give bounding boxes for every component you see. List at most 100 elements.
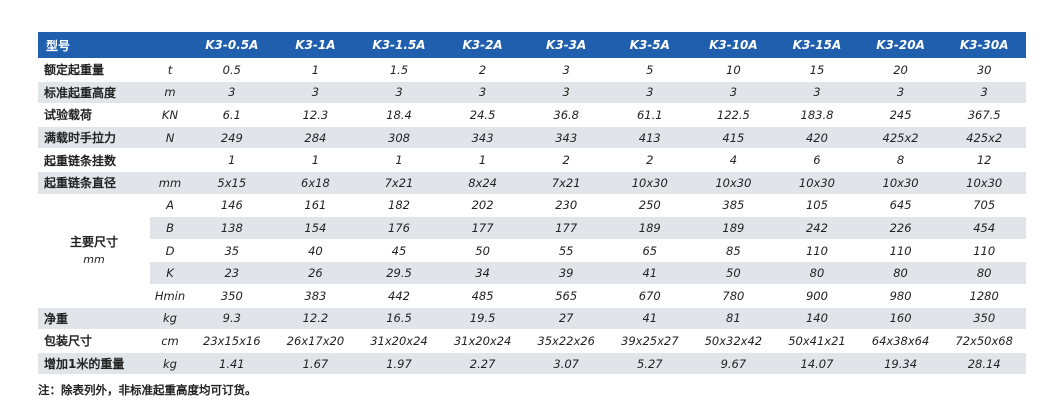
- table-cell: 284: [273, 126, 358, 150]
- table-cell: 226: [858, 216, 943, 240]
- table-cell: 41: [607, 307, 692, 331]
- table-cell: 7x21: [357, 171, 441, 195]
- table-cell: 122.5: [691, 103, 776, 127]
- table-cell: 1280: [942, 284, 1026, 308]
- table-cell: 6x18: [273, 171, 358, 195]
- table-cell: 34: [440, 261, 525, 285]
- table-cell: 1: [440, 148, 525, 172]
- table-row: 起重链条直径 mm 5x15 6x18 7x21 8x24 7x21 10x30 10x30 10…: [38, 171, 1026, 195]
- table-cell: 230: [524, 194, 608, 218]
- table-cell: 35: [190, 239, 274, 263]
- table-cell: 780: [691, 284, 776, 308]
- table-cell: 10: [691, 58, 776, 82]
- table-cell: 2: [440, 58, 525, 82]
- table-cell: 3: [942, 81, 1026, 105]
- row-unit: cm: [150, 329, 191, 353]
- table-cell: 110: [858, 239, 943, 263]
- table-cell: 140: [775, 307, 859, 331]
- table-cell: 420: [775, 126, 859, 150]
- table-row: Hmin 350 383 442 485 565 670 780 900 980 1280: [38, 284, 1026, 308]
- table-row: 包装尺寸 cm 23x15x16 26x17x20 31x20x24 31x20x24 35…: [38, 329, 1026, 353]
- table-cell: 8: [858, 148, 943, 172]
- row-unit: t: [150, 58, 191, 82]
- table-cell: 249: [190, 126, 274, 150]
- dimensions-label: 主要尺寸: [69, 234, 118, 249]
- table-cell: 0.5: [190, 58, 274, 82]
- table-cell: 161: [273, 194, 358, 218]
- table-cell: 3: [190, 81, 274, 105]
- table-row: 起重链条挂数 1 1 1 1 2 2 4 6 8 12: [38, 148, 1026, 172]
- table-cell: 485: [440, 284, 525, 308]
- table-cell: 1.5: [357, 58, 441, 82]
- table-cell: 343: [440, 126, 525, 150]
- table-cell: 425x2: [858, 126, 943, 150]
- table-cell: 3: [524, 81, 608, 105]
- spec-table: 型号 K3-0.5A K3-1A K3-1.5A K3-2A K3-3A K3-5A K3-…: [38, 32, 1026, 376]
- table-cell: 154: [273, 216, 358, 240]
- header-model: K3-10A: [691, 32, 776, 59]
- table-cell: 138: [190, 216, 274, 240]
- table-cell: 40: [273, 239, 358, 263]
- row-unit: KN: [150, 103, 191, 127]
- row-label: 额定起重量: [38, 58, 150, 82]
- table-cell: 12: [942, 148, 1026, 172]
- footnote: 注：除表列外，非标准起重高度均可订货。: [38, 383, 257, 397]
- table-cell: 10x30: [942, 171, 1026, 195]
- table-cell: 41: [607, 261, 692, 285]
- table-cell: 39x25x27: [607, 329, 692, 353]
- table-row: 试验载荷 KN 6.1 12.3 18.4 24.5 36.8 61.1 122.5 183.8 2…: [38, 103, 1026, 127]
- table-row: 标准起重高度 m 3 3 3 3 3 3 3 3 3 3: [38, 81, 1026, 105]
- table-cell: 105: [775, 194, 859, 218]
- table-cell: 45: [357, 239, 441, 263]
- table-cell: 645: [858, 194, 943, 218]
- table-cell: 189: [691, 216, 776, 240]
- table-header-row: 型号 K3-0.5A K3-1A K3-1.5A K3-2A K3-3A K3-5A K3-…: [38, 32, 1026, 59]
- table-cell: 6.1: [190, 103, 274, 127]
- table-cell: 81: [691, 307, 776, 331]
- table-cell: 5: [607, 58, 692, 82]
- header-model: K3-20A: [858, 32, 943, 59]
- table-cell: 85: [691, 239, 776, 263]
- table-cell: 1.67: [273, 352, 358, 376]
- table-cell: 110: [942, 239, 1026, 263]
- dimension-key: Hmin: [150, 284, 191, 308]
- row-label: 标准起重高度: [38, 81, 150, 105]
- table-row: 额定起重量 t 0.5 1 1.5 2 3 5 10 15 20 30: [38, 58, 1026, 82]
- table-cell: 182: [357, 194, 441, 218]
- row-unit: mm: [150, 171, 191, 195]
- spec-table-wrapper: 型号 K3-0.5A K3-1A K3-1.5A K3-2A K3-3A K3-5A K3-…: [38, 32, 1026, 376]
- table-cell: 12.3: [273, 103, 358, 127]
- table-cell: 72x50x68: [942, 329, 1026, 353]
- table-cell: 3: [607, 81, 692, 105]
- row-label: 起重链条挂数: [38, 148, 150, 172]
- row-unit: m: [150, 81, 191, 105]
- header-model: K3-15A: [775, 32, 859, 59]
- table-cell: 183.8: [775, 103, 859, 127]
- row-label: 净重: [38, 307, 150, 331]
- table-cell: 50x32x42: [691, 329, 776, 353]
- table-row: 主要尺寸 mm A 146 161 182 202 230 250 385 105 645 705: [38, 194, 1026, 308]
- table-cell: 19.34: [858, 352, 943, 376]
- table-cell: 146: [190, 194, 274, 218]
- row-label: 包装尺寸: [38, 329, 150, 353]
- table-cell: 28.14: [942, 352, 1026, 376]
- table-cell: 80: [858, 261, 943, 285]
- table-cell: 1.41: [190, 352, 274, 376]
- table-cell: 61.1: [607, 103, 692, 127]
- table-row: 增加1米的重量 kg 1.41 1.67 1.97 2.27 3.07 5.27 9.67 14.…: [38, 352, 1026, 376]
- table-cell: 5x15: [190, 171, 274, 195]
- table-cell: 1: [357, 148, 441, 172]
- table-cell: 27: [524, 307, 608, 331]
- table-cell: 12.2: [273, 307, 358, 331]
- table-cell: 14.07: [775, 352, 859, 376]
- table-cell: 177: [524, 216, 608, 240]
- table-cell: 670: [607, 284, 692, 308]
- table-cell: 64x38x64: [858, 329, 943, 353]
- table-row: 净重 kg 9.3 12.2 16.5 19.5 27 41 81 140 160 350: [38, 307, 1026, 331]
- table-cell: 3.07: [524, 352, 608, 376]
- table-cell: 900: [775, 284, 859, 308]
- table-cell: 15: [775, 58, 859, 82]
- table-cell: 250: [607, 194, 692, 218]
- row-unit: kg: [150, 307, 191, 331]
- table-cell: 110: [775, 239, 859, 263]
